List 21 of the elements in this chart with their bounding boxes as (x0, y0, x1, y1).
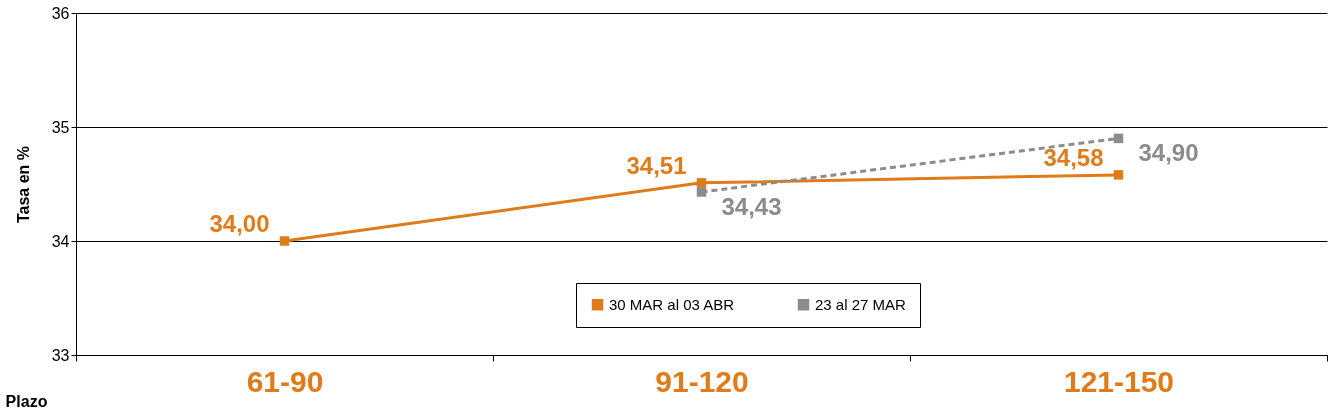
y-tick-label: 36 (51, 4, 70, 22)
data-label: 34,90 (1138, 139, 1199, 167)
legend-label: 30 MAR al 03 ABR (609, 295, 735, 313)
point (1113, 133, 1124, 144)
data-label: 34,43 (721, 192, 782, 220)
x-tick-label: 91-120 (655, 364, 749, 398)
point (696, 187, 707, 197)
x-tick-label: 121-150 (1063, 364, 1175, 398)
x-tick-label: 61-90 (246, 364, 324, 398)
y-tick-label: 35 (51, 118, 70, 136)
y-tick-label: 34 (51, 232, 70, 250)
data-label: 34,00 (209, 210, 270, 237)
data-label: 34,51 (626, 151, 687, 179)
x-axis-title: Plazo (5, 392, 48, 410)
data-label: 34,58 (1043, 143, 1104, 171)
point (1113, 170, 1124, 180)
y-tick-label: 33 (51, 346, 70, 364)
point (696, 178, 707, 188)
legend-label: 23 al 27 MAR (815, 295, 907, 313)
point (279, 236, 290, 246)
y-axis-title: Tasa en % (14, 145, 32, 224)
